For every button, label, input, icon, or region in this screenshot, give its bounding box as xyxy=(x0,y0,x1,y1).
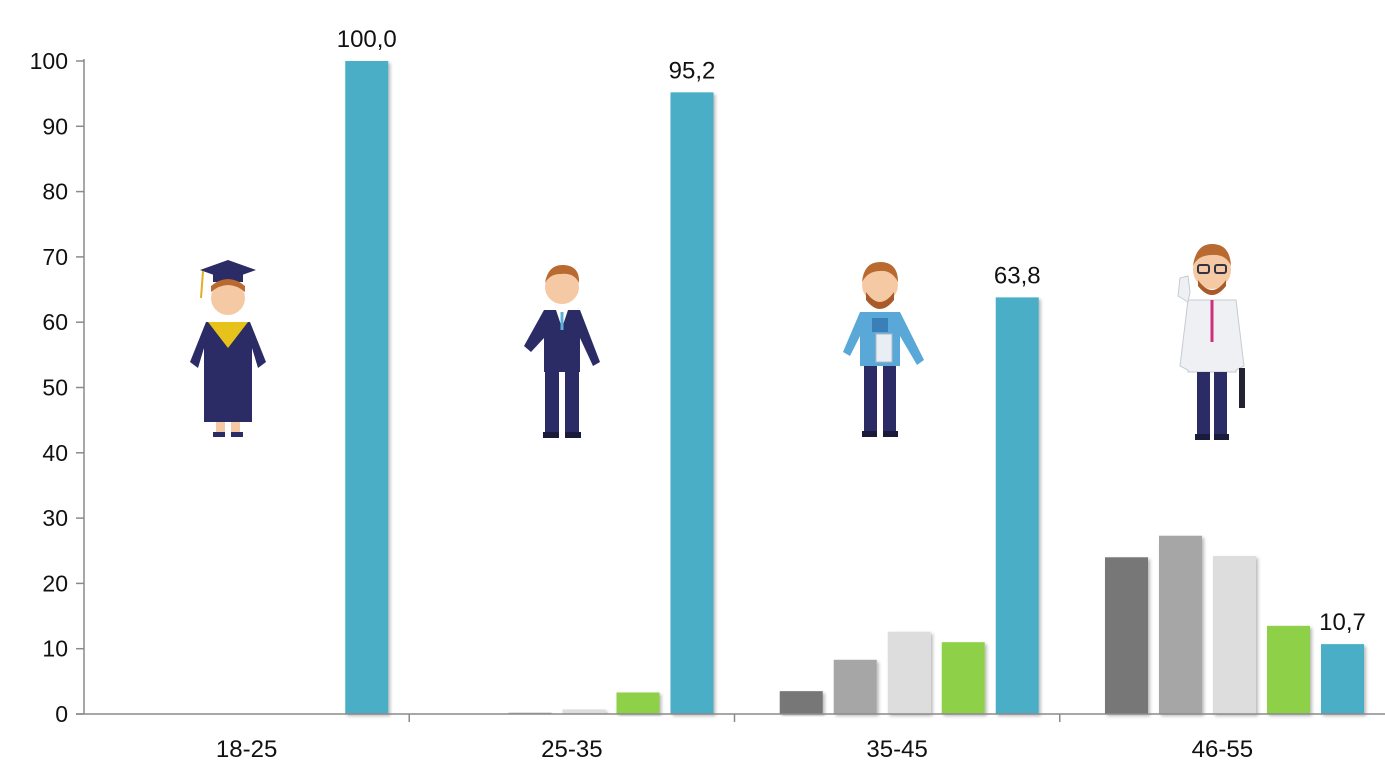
bar-35-45-series-5 xyxy=(995,297,1039,714)
bar-46-55-series-4 xyxy=(1267,625,1310,714)
y-tick-label-10: 10 xyxy=(42,636,68,662)
bar-35-45-series-1 xyxy=(779,691,823,714)
x-tick-label-25-35: 25-35 xyxy=(541,736,602,763)
y-tick-label-40: 40 xyxy=(42,440,68,466)
y-tick-label-60: 60 xyxy=(42,309,68,335)
data-label-25-35: 95,2 xyxy=(669,57,716,84)
y-tick-label-100: 100 xyxy=(30,48,68,74)
graduate-figure xyxy=(190,260,266,437)
data-labels: 100,0 95,2 63,8 10,7 xyxy=(337,26,1366,636)
data-label-46-55: 10,7 xyxy=(1319,609,1366,636)
bar-25-35-series-5 xyxy=(670,92,714,715)
y-tick-label-70: 70 xyxy=(42,244,68,270)
y-tick-label-20: 20 xyxy=(42,570,68,596)
data-label-18-25: 100,0 xyxy=(337,26,397,53)
x-tick-label-18-25: 18-25 xyxy=(216,736,277,763)
bar-46-55-series-3 xyxy=(1213,555,1256,714)
bar-18-25-series-5 xyxy=(345,61,389,714)
y-tick-label-0: 0 xyxy=(55,701,68,727)
casual-worker-figure xyxy=(843,262,924,437)
y-tick-label-30: 30 xyxy=(42,505,68,531)
bar-46-55-series-2 xyxy=(1159,535,1202,714)
bar-46-55-series-1 xyxy=(1105,557,1148,714)
y-tick-label-90: 90 xyxy=(42,113,68,139)
bar-25-35-series-4 xyxy=(616,692,660,714)
y-tick-label-50: 50 xyxy=(42,375,68,401)
data-label-35-45: 63,8 xyxy=(994,262,1041,289)
axes: 0 10 20 30 40 50 60 70 80 90 100 18-25 25-35 35-45 46-… xyxy=(30,48,1385,763)
bar-35-45-series-4 xyxy=(941,642,985,714)
doctor-figure xyxy=(1177,244,1245,440)
bar-35-45-series-2 xyxy=(833,659,877,714)
bar-46-55-series-5 xyxy=(1321,644,1364,714)
x-tick-label-46-55: 46-55 xyxy=(1192,736,1253,763)
x-tick-label-35-45: 35-45 xyxy=(866,736,927,763)
bar-25-35-series-3 xyxy=(562,709,606,714)
bars xyxy=(345,61,1364,715)
y-tick-label-80: 80 xyxy=(42,179,68,205)
bar-35-45-series-3 xyxy=(887,631,931,714)
businessman-figure xyxy=(524,264,600,438)
